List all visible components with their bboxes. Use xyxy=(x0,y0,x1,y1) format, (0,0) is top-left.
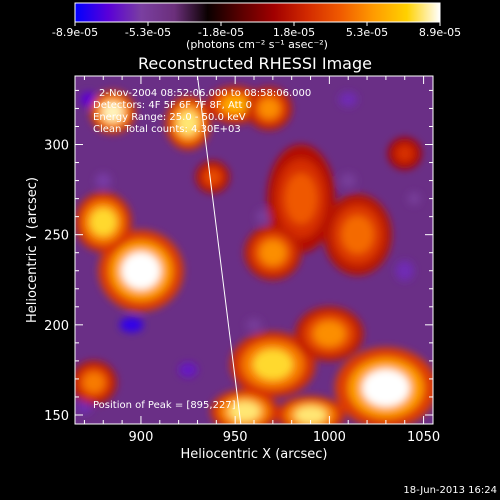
x-tick-label: 1000 xyxy=(313,430,346,445)
heatmap-hot-spot xyxy=(362,369,410,407)
limb-line xyxy=(196,75,242,425)
colorbar-tick-label: 8.9e-05 xyxy=(419,26,461,39)
plot-area: 900 950 1000 1050 150 200 250 300 xyxy=(44,75,440,445)
annotations: 2-Nov-2004 08:52:06.000 to 08:58:06.000 … xyxy=(93,88,311,411)
heatmap-layer xyxy=(75,85,433,424)
annotation-time-range: 2-Nov-2004 08:52:06.000 to 08:58:06.000 xyxy=(99,88,311,99)
heatmap-cold-spot xyxy=(178,362,198,378)
heatmap-hot-spot xyxy=(253,349,293,380)
heatmap-cold-spot xyxy=(255,209,272,225)
colorbar-tick-label: -8.9e-05 xyxy=(52,26,98,39)
heatmap-cold-spot xyxy=(340,173,357,189)
y-axis-label: Heliocentric Y (arcsec) xyxy=(25,177,40,323)
heatmap-cold-spot xyxy=(119,317,144,333)
heatmap-cold-spot xyxy=(246,318,262,332)
heatmap-hot-spot xyxy=(313,321,346,347)
heatmap-hot-spot xyxy=(204,169,221,185)
annotation-detectors: Detectors: 4F 5F 6F 7F 8F, Att 0 xyxy=(93,100,252,111)
heatmap-hot-spot xyxy=(121,251,161,290)
x-tick-label: 900 xyxy=(129,430,154,445)
heatmap-hot-spot xyxy=(221,96,249,114)
heatmap-hot-spot xyxy=(102,101,124,123)
annotation-energy-range: Energy Range: 25.0 - 50.0 keV xyxy=(93,112,246,123)
heatmap-hot-spot xyxy=(90,208,117,236)
heatmap-hot-spot xyxy=(396,145,413,162)
x-tick-label: 1050 xyxy=(407,430,440,445)
colorbar-tick-label: -1.8e-05 xyxy=(198,26,244,39)
footer-timestamp: 18-Jun-2013 16:24 xyxy=(403,485,497,496)
y-tick-label: 250 xyxy=(44,229,69,244)
colorbar-tick-label: 1.8e-05 xyxy=(273,26,315,39)
annotation-peak-position: Position of Peak = [895,227] xyxy=(93,400,236,411)
colorbar-tick-label: 5.3e-05 xyxy=(346,26,388,39)
heatmap-hot-spot xyxy=(341,215,374,254)
y-tick-label: 300 xyxy=(44,139,69,154)
annotation-clean-counts: Clean Total counts: 4.30E+03 xyxy=(93,124,241,135)
colorbar-ticks: -8.9e-05 -5.3e-05 -1.8e-05 1.8e-05 5.3e-05 8.… xyxy=(52,22,461,39)
heatmap-hot-spot xyxy=(177,110,199,136)
heatmap-cold-spot xyxy=(338,91,358,108)
chart-title: Reconstructed RHESSI Image xyxy=(138,54,372,73)
heatmap-hot-spot xyxy=(83,372,105,393)
x-tick-label: 950 xyxy=(223,430,248,445)
heatmap-hot-spot xyxy=(294,406,327,424)
heatmap-hot-spot xyxy=(228,401,261,422)
colorbar: -8.9e-05 -5.3e-05 -1.8e-05 1.8e-05 5.3e-05 8.… xyxy=(52,2,461,51)
heatmap-hot-spot xyxy=(259,240,287,266)
colorbar-rect xyxy=(74,2,441,23)
heatmap-hot-spot xyxy=(285,173,317,224)
x-axis-label: Heliocentric X (arcsec) xyxy=(181,447,328,462)
y-tick-label: 200 xyxy=(44,319,69,334)
heatmap-cold-spot xyxy=(395,260,414,281)
colorbar-units-label: (photons cm⁻² s⁻¹ asec⁻²) xyxy=(186,38,328,51)
heatmap-cold-spot xyxy=(95,173,112,189)
axis-ticks: 900 950 1000 1050 150 200 250 300 xyxy=(44,76,440,445)
heatmap-hot-spot xyxy=(258,98,280,119)
heatmap-cold-spot xyxy=(407,192,421,205)
y-tick-label: 150 xyxy=(44,409,69,424)
colorbar-tick-label: -5.3e-05 xyxy=(125,26,171,39)
